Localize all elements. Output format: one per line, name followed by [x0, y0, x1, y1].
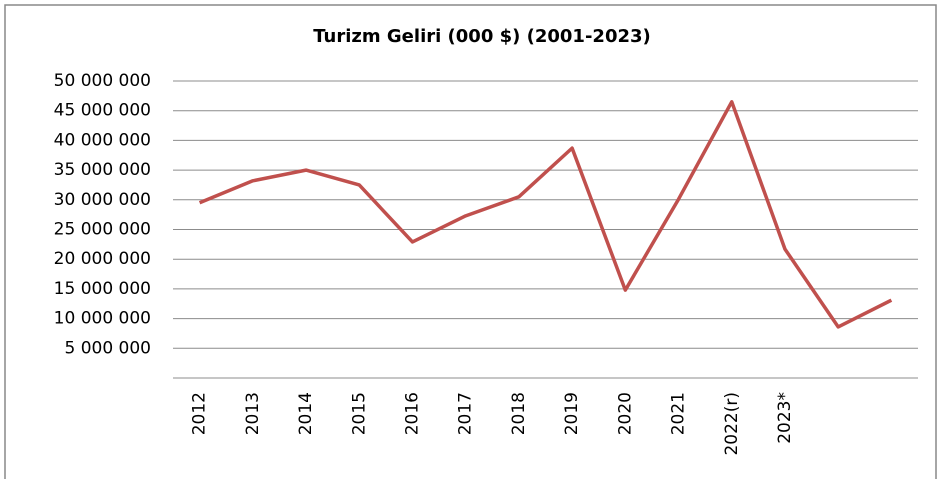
x-tick-label: 2023*	[775, 392, 795, 444]
x-tick-label: 2019	[562, 392, 582, 435]
x-tick-label: 2012	[190, 392, 210, 435]
x-tick-label: 2020	[615, 392, 635, 435]
chart-frame	[4, 4, 937, 483]
x-tick-label: 2015	[349, 392, 369, 435]
y-tick-label: 40 000 000	[54, 130, 151, 150]
data-line	[198, 100, 893, 329]
x-tick-label: 2022(r)	[722, 392, 742, 456]
x-tick-label: 2018	[509, 392, 529, 435]
y-tick-label: 35 000 000	[54, 160, 151, 180]
x-tick-label: 2017	[456, 392, 476, 435]
y-tick-label: 10 000 000	[54, 309, 151, 329]
x-tick-label: 2014	[296, 392, 316, 435]
y-tick-label: 20 000 000	[54, 249, 151, 269]
y-tick-label: 45 000 000	[54, 101, 151, 121]
x-tick-label: 2016	[402, 392, 422, 435]
x-tick-label: 2013	[243, 392, 263, 435]
y-tick-label: 15 000 000	[54, 279, 151, 299]
chart-title: Turizm Geliri (000 $) (2001-2023)	[313, 26, 651, 47]
y-tick-label: 5 000 000	[64, 338, 151, 358]
y-tick-label: 30 000 000	[54, 190, 151, 210]
y-tick-label: 50 000 000	[54, 71, 151, 91]
x-tick-label: 2021	[669, 392, 689, 435]
y-tick-label: 25 000 000	[54, 220, 151, 240]
